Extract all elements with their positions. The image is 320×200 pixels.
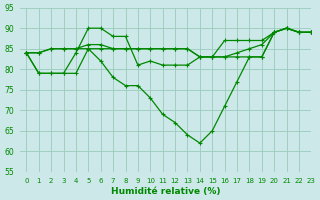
X-axis label: Humidité relative (%): Humidité relative (%) [111, 187, 220, 196]
